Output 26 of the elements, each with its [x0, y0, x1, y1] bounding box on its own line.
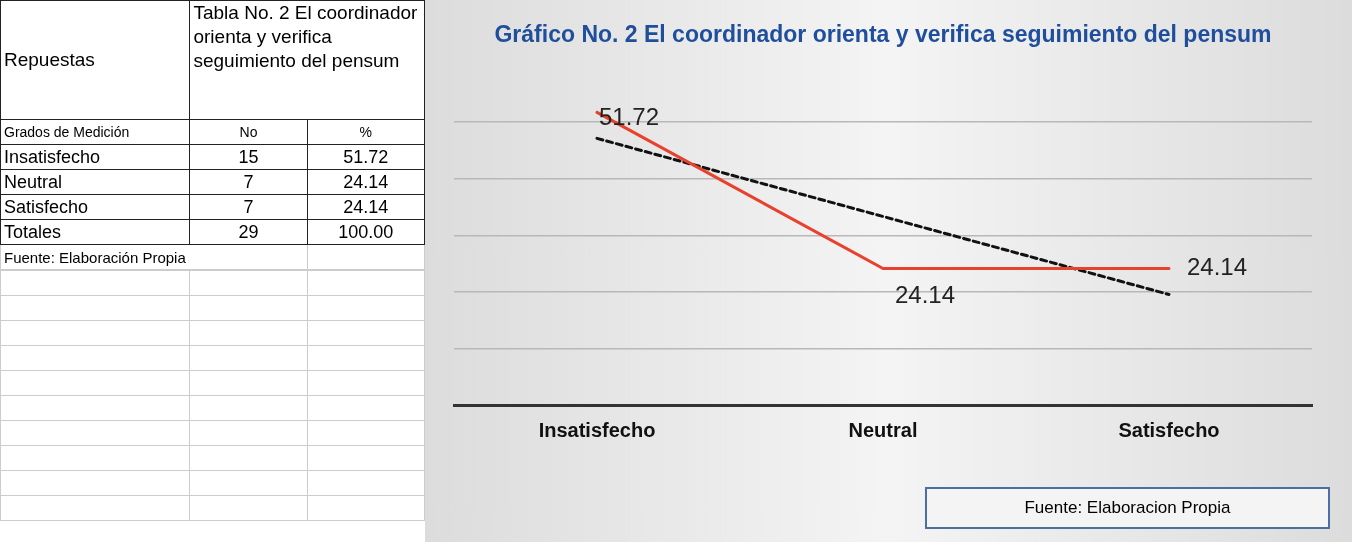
- data-label: 24.14: [307, 169, 425, 195]
- source-note: Fuente: Elaboracion Propia: [925, 487, 1330, 529]
- category-label: Satisfecho: [0, 194, 190, 220]
- text: %: [307, 119, 425, 145]
- text: Repuestas: [0, 0, 190, 120]
- data-label: 29: [189, 219, 308, 245]
- data-label: 15: [189, 144, 308, 170]
- data-label: 7: [189, 169, 308, 195]
- text: No: [189, 119, 308, 145]
- x-tick-label: Satisfecho: [1118, 418, 1220, 441]
- text: Grados de Medición: [0, 119, 190, 145]
- data-label: 24.14: [1187, 253, 1248, 281]
- text: Tabla No. 2 El coordinador orienta y verifica seguimiento del pensum: [189, 0, 425, 120]
- category-label: Neutral: [0, 169, 190, 195]
- category-label: Totales: [0, 219, 190, 245]
- source-note: Fuente: Elaboración Propia: [0, 244, 308, 270]
- data-label: 51.72: [599, 103, 660, 131]
- data-label: 100.00: [307, 219, 425, 245]
- x-tick-label: Neutral: [848, 418, 918, 441]
- x-tick-label: Insatisfecho: [538, 418, 656, 441]
- chart-title: Gráfico No. 2 El coordinador orienta y verifica seguimiento del pensum: [494, 21, 1272, 48]
- category-label: Insatisfecho: [0, 144, 190, 170]
- data-label: 24.14: [895, 281, 956, 309]
- data-label: 7: [189, 194, 308, 220]
- data-label: 24.14: [307, 194, 425, 220]
- data-label: 51.72: [307, 144, 425, 170]
